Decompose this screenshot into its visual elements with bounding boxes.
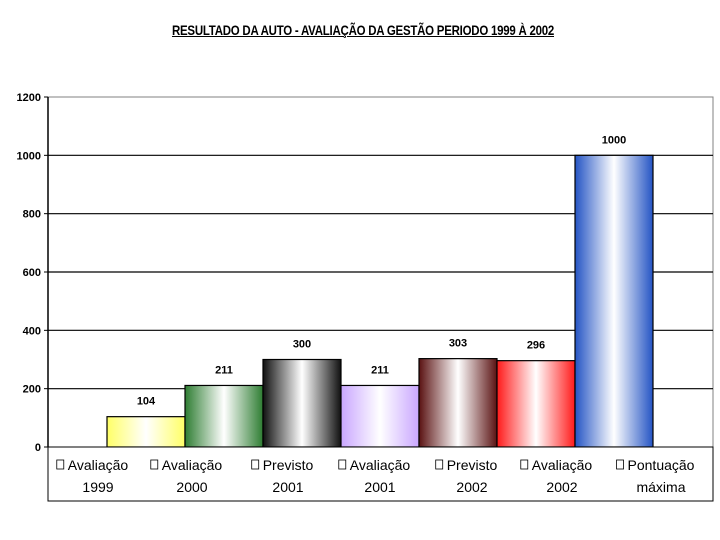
legend-item-2: Avaliação 2000: [150, 457, 223, 495]
y-tick-label: 1000: [17, 150, 41, 162]
bar-4: [340, 384, 420, 448]
bar-7: [574, 154, 654, 448]
chart-title: RESULTADO DA AUTO - AVALIAÇÃO DA GESTÃO …: [171, 22, 555, 38]
legend-item-4: Avaliação 2001: [338, 457, 411, 495]
legend-label: 1999: [82, 479, 113, 495]
legend-swatch: [616, 459, 624, 470]
y-tick-label: 600: [23, 267, 41, 279]
legend-label: Avaliação: [162, 457, 223, 473]
legend-label: 2001: [272, 479, 303, 495]
data-label: 211: [371, 364, 389, 376]
y-tick-label: 800: [23, 209, 41, 221]
data-label: 104: [137, 396, 156, 408]
legend-label: Pontuação: [628, 457, 695, 473]
legend-item-1: Avaliação 1999: [56, 457, 129, 495]
legend-swatch: [56, 459, 65, 470]
data-label: 1000: [602, 134, 626, 146]
bar-1: [106, 416, 186, 448]
legend-label: Avaliação: [350, 457, 411, 473]
legend-item-3: Previsto 2001: [251, 457, 314, 495]
legend-label: Avaliação: [68, 457, 129, 473]
data-label: 303: [449, 338, 467, 350]
legend-swatch: [338, 459, 347, 470]
y-tick-label: 1200: [17, 92, 41, 104]
legend-label: 2000: [176, 479, 207, 495]
legend: [47, 446, 714, 502]
legend-label: Previsto: [447, 457, 498, 473]
y-tick-label: 400: [23, 325, 41, 337]
data-label: 211: [215, 364, 233, 376]
legend-label: Previsto: [263, 457, 314, 473]
data-label: 300: [293, 339, 311, 351]
legend-item-6: Avaliação 2002: [520, 457, 593, 495]
y-tick-label: 0: [35, 442, 41, 454]
bar-5: [418, 358, 498, 448]
legend-label: máxima: [636, 479, 685, 495]
legend-label: Avaliação: [532, 457, 593, 473]
legend-label: 2001: [364, 479, 395, 495]
legend-swatch: [520, 459, 529, 470]
bar-6: [496, 360, 576, 448]
legend-item-7: Pontuação máxima: [616, 457, 695, 495]
bar-2: [184, 384, 264, 448]
bar-3: [262, 358, 342, 448]
y-tick-label: 200: [23, 384, 41, 396]
legend-label: 2002: [456, 479, 487, 495]
legend-item-5: Previsto 2002: [435, 457, 498, 495]
legend-swatch: [435, 459, 444, 470]
legend-swatch: [150, 459, 159, 470]
data-label: 296: [527, 340, 545, 352]
legend-label: 2002: [546, 479, 577, 495]
legend-swatch: [251, 459, 260, 470]
